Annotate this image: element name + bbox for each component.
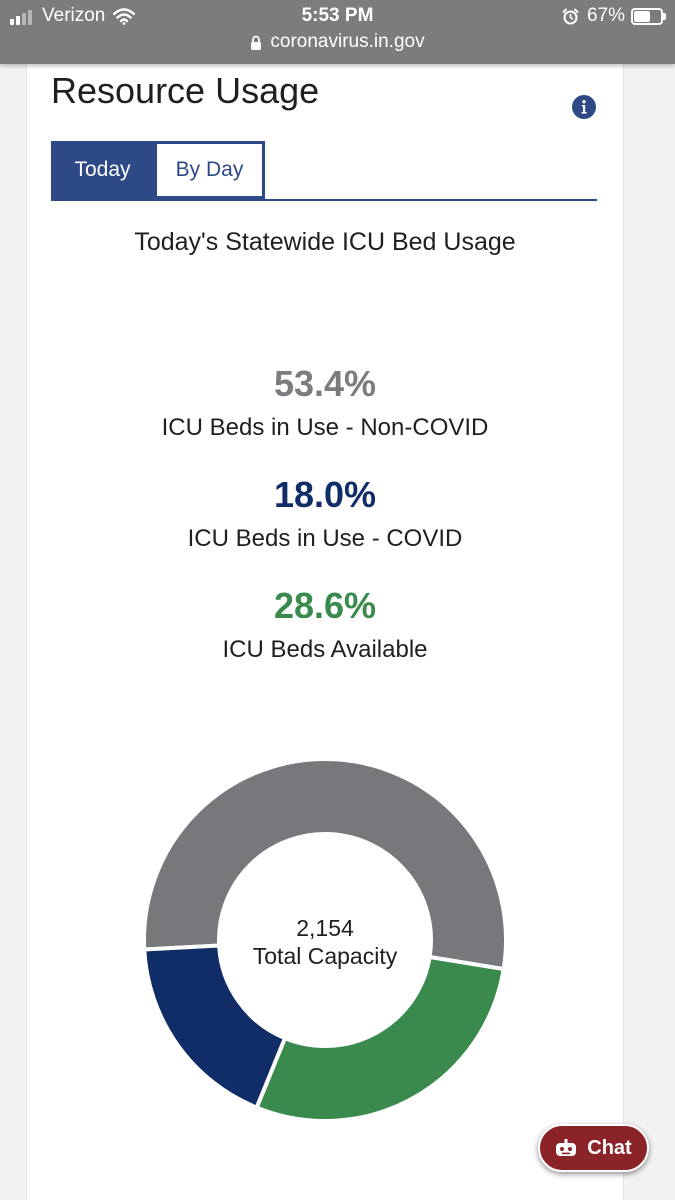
clock: 5:53 PM: [301, 5, 374, 26]
chat-label: Chat: [587, 1136, 632, 1159]
stat-value-available: 28.6%: [273, 585, 377, 626]
donut-slice-available[interactable]: [254, 954, 506, 1123]
battery-percent: 67%: [586, 5, 625, 26]
icu-donut-chart: [142, 757, 508, 1123]
url-text: coronavirus.in.gov: [270, 31, 425, 52]
lock-icon: [251, 35, 262, 50]
donut-slice-covid[interactable]: [142, 943, 288, 1111]
chart-subtitle: Today's Statewide ICU Bed Usage: [134, 228, 516, 256]
tab-by-day[interactable]: By Day: [154, 141, 265, 199]
wifi-icon: [113, 7, 136, 25]
stat-label-available: ICU Beds Available: [222, 636, 428, 663]
page-title: Resource Usage: [51, 70, 320, 111]
battery-icon: [631, 7, 666, 25]
donut-slice-non-covid[interactable]: [142, 757, 508, 972]
stat-label-non-covid: ICU Beds in Use - Non-COVID: [161, 414, 489, 441]
stat-value-covid: 18.0%: [273, 474, 377, 515]
donut-center-label: Total Capacity: [252, 943, 398, 969]
address-bar[interactable]: coronavirus.in.gov: [0, 31, 675, 53]
chat-bot-icon: [556, 1139, 577, 1156]
donut-center-value: 2,154: [296, 915, 354, 941]
carrier-name: Verizon: [42, 5, 106, 26]
stat-label-covid: ICU Beds in Use - COVID: [187, 525, 463, 552]
signal-icon: [10, 7, 34, 25]
carrier-group: Verizon: [10, 5, 136, 27]
chat-button[interactable]: Chat: [538, 1124, 649, 1172]
tab-bar: Today By Day: [51, 141, 597, 201]
resource-usage-card: Resource Usage Today By Day Today's Stat…: [27, 64, 623, 1200]
alarm-icon: [562, 8, 579, 24]
tab-today[interactable]: Today: [51, 141, 154, 199]
status-right: 67%: [562, 5, 666, 27]
stat-value-non-covid: 53.4%: [273, 363, 377, 404]
info-icon[interactable]: [572, 95, 596, 119]
status-bar: Verizon 5:53 PM coronavirus.in.gov 67%: [0, 0, 675, 64]
